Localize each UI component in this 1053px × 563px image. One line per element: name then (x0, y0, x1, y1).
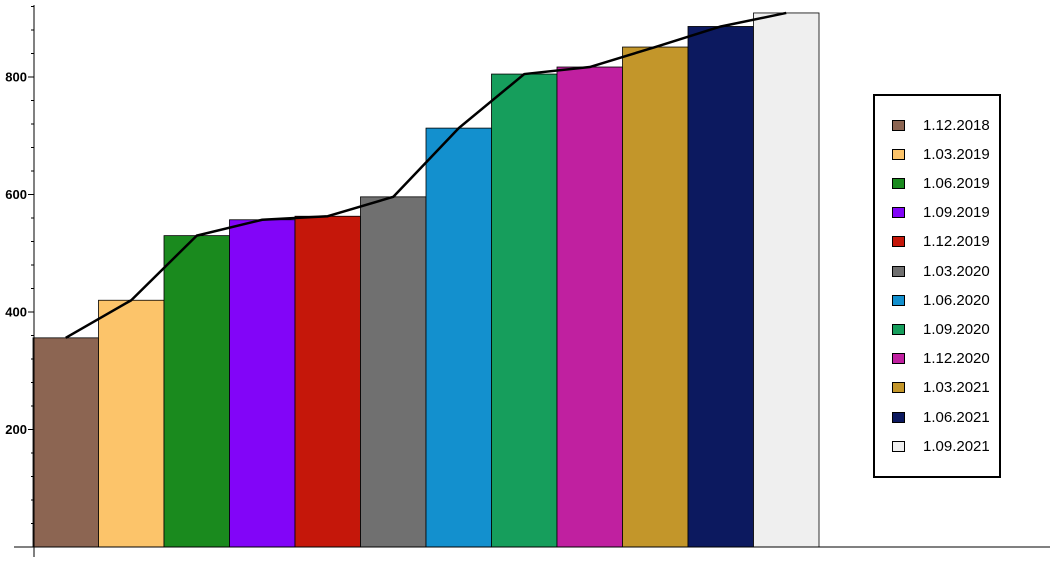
trend-line-group (65, 11, 787, 339)
trend-line (65, 11, 787, 339)
legend-item: 1.03.2019 (892, 144, 990, 164)
axes-group: 200 400 600 800 (5, 5, 1050, 557)
bar-1.09.2019 (229, 219, 296, 548)
legend-label: 1.12.2020 (923, 350, 990, 368)
legend-swatch (892, 294, 905, 306)
legend-label: 1.06.2019 (923, 174, 990, 192)
bar-1.06.2020 (425, 127, 492, 548)
bar-1.12.2019 (294, 215, 361, 548)
legend-swatch (892, 207, 905, 219)
legend-item: 1.06.2019 (892, 173, 990, 193)
legend-label: 1.09.2019 (923, 204, 990, 222)
bars-group (32, 12, 820, 548)
bar-1.06.2021 (687, 26, 754, 548)
y-tick-label: 800 (5, 70, 27, 85)
legend-item: 1.03.2021 (892, 378, 990, 398)
bar-1.12.2020 (556, 66, 623, 548)
legend-label: 1.12.2019 (923, 233, 990, 251)
legend-item: 1.09.2020 (892, 319, 990, 339)
bar-1.03.2019 (98, 299, 165, 548)
legend-label: 1.09.2020 (923, 320, 990, 338)
legend-item: 1.06.2020 (892, 290, 990, 310)
bar-1.09.2020 (491, 73, 558, 548)
bar-1.12.2018 (32, 337, 99, 548)
legend-label: 1.03.2020 (923, 262, 990, 280)
legend-swatch (892, 440, 905, 452)
legend-swatch (892, 265, 905, 277)
bar-1.06.2019 (163, 235, 230, 548)
legend-swatch (892, 382, 905, 394)
legend-label: 1.09.2021 (923, 437, 990, 455)
y-tick-label: 400 (5, 305, 27, 320)
legend-label: 1.12.2018 (923, 116, 990, 134)
legend-item: 1.12.2020 (892, 349, 990, 369)
legend-swatch (892, 411, 905, 423)
legend-item: 1.09.2019 (892, 203, 990, 223)
legend-item: 1.06.2021 (892, 407, 990, 427)
y-tick-label: 200 (5, 422, 27, 437)
legend-item: 1.09.2021 (892, 436, 990, 456)
legend-swatch (892, 177, 905, 189)
legend-item: 1.12.2019 (892, 232, 990, 252)
y-tick-label: 600 (5, 187, 27, 202)
bar-1.03.2021 (622, 46, 689, 548)
legend-swatch (892, 148, 905, 160)
legend-label: 1.03.2019 (923, 145, 990, 163)
legend-label: 1.03.2021 (923, 379, 990, 397)
bar-1.03.2020 (360, 196, 427, 548)
legend: 1.12.2018 1.03.2019 1.06.2019 1.09.2019 1.12… (873, 94, 1001, 478)
legend-swatch (892, 119, 905, 131)
legend-label: 1.06.2020 (923, 291, 990, 309)
bar-1.09.2021 (753, 12, 820, 548)
legend-item: 1.03.2020 (892, 261, 990, 281)
legend-swatch (892, 323, 905, 335)
legend-swatch (892, 353, 905, 365)
legend-label: 1.06.2021 (923, 408, 990, 426)
legend-item: 1.12.2018 (892, 115, 990, 135)
legend-swatch (892, 236, 905, 248)
